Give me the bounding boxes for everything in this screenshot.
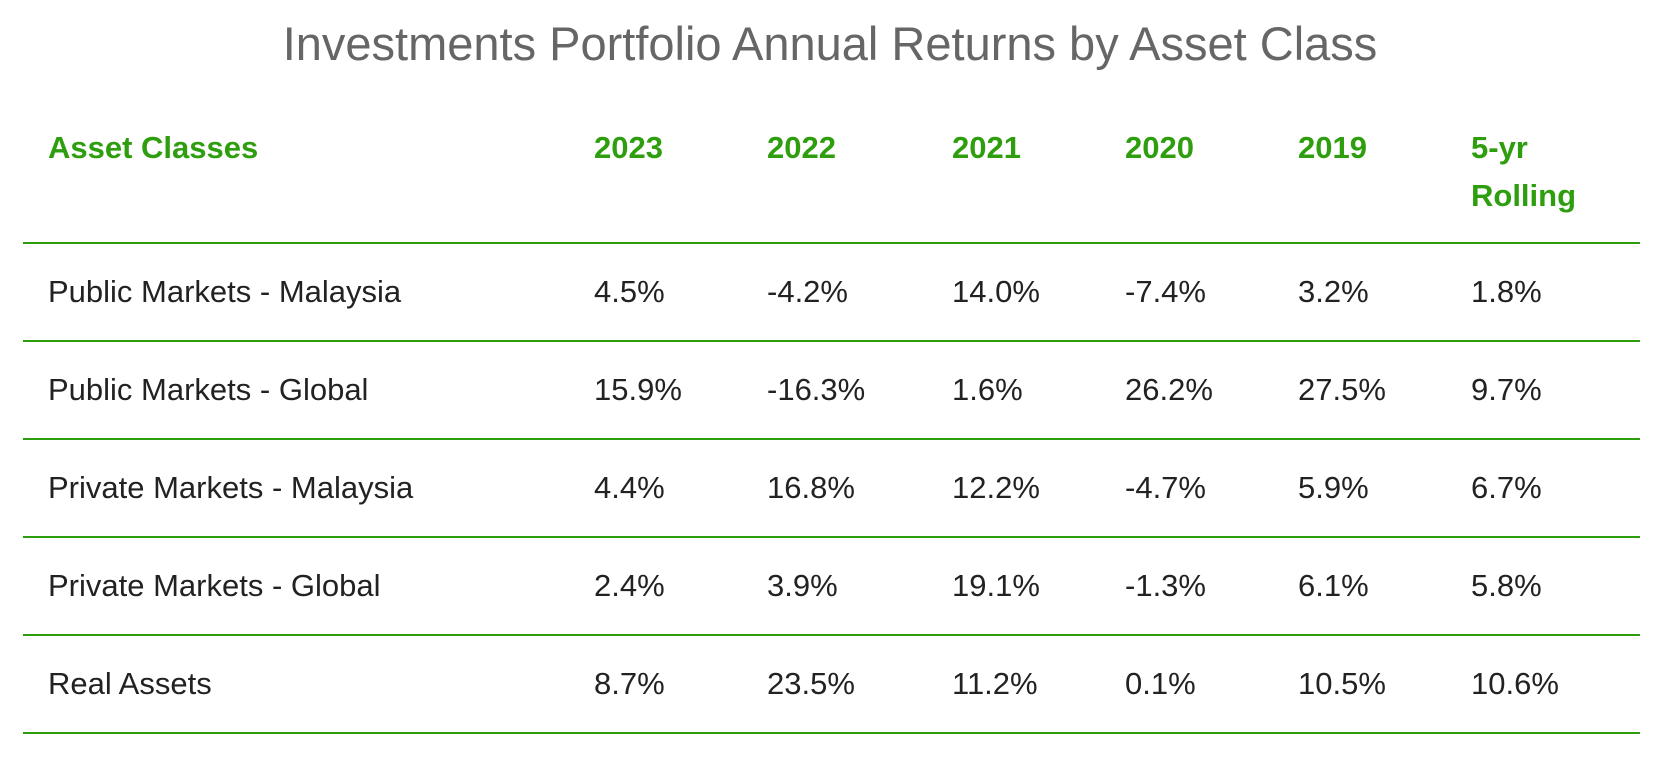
table-cell: 27.5% — [1298, 372, 1386, 407]
column-header-2020: 2020 — [1125, 130, 1194, 165]
table-cell: -4.2% — [767, 274, 848, 309]
table-cell: 3.2% — [1298, 274, 1369, 309]
row-label: Private Markets - Malaysia — [48, 470, 414, 505]
returns-table: Asset Classes 2023 2022 2021 2020 2019 5… — [23, 120, 1640, 734]
column-header-2023: 2023 — [594, 130, 663, 165]
table-row: Private Markets - Global 2.4% 3.9% 19.1%… — [23, 538, 1640, 636]
table-cell: 1.6% — [952, 372, 1023, 407]
table-row: Private Markets - Malaysia 4.4% 16.8% 12… — [23, 440, 1640, 538]
column-header-2022: 2022 — [767, 130, 836, 165]
table-cell: 14.0% — [952, 274, 1040, 309]
table-cell: 1.8% — [1471, 274, 1542, 309]
table-cell: 19.1% — [952, 568, 1040, 603]
row-label: Private Markets - Global — [48, 568, 381, 603]
table-cell: -1.3% — [1125, 568, 1206, 603]
table-cell: 3.9% — [767, 568, 838, 603]
table-cell: 9.7% — [1471, 372, 1542, 407]
table-cell: 15.9% — [594, 372, 682, 407]
table-cell: 5.9% — [1298, 470, 1369, 505]
table-cell: 0.1% — [1125, 666, 1196, 701]
table-cell: 23.5% — [767, 666, 855, 701]
chart-title: Investments Portfolio Annual Returns by … — [282, 17, 1378, 70]
table-cell: 10.5% — [1298, 666, 1386, 701]
column-header-5yr-rolling: 5-yr Rolling — [1471, 130, 1577, 213]
table-cell: 4.4% — [594, 470, 665, 505]
table-cell: 16.8% — [767, 470, 855, 505]
column-header-2019: 2019 — [1298, 130, 1367, 165]
row-label: Public Markets - Malaysia — [48, 274, 402, 309]
table-cell: 12.2% — [952, 470, 1040, 505]
table-cell: 6.7% — [1471, 470, 1542, 505]
table-cell: 5.8% — [1471, 568, 1542, 603]
table-row: Public Markets - Global 15.9% -16.3% 1.6… — [23, 342, 1640, 440]
table-cell: 4.5% — [594, 274, 665, 309]
table-row: Real Assets 8.7% 23.5% 11.2% 0.1% 10.5% … — [23, 636, 1640, 734]
table-cell: 10.6% — [1471, 666, 1559, 701]
table-cell: -4.7% — [1125, 470, 1206, 505]
table-cell: 26.2% — [1125, 372, 1213, 407]
table-cell: 11.2% — [952, 666, 1038, 701]
row-label: Public Markets - Global — [48, 372, 369, 407]
table-cell: 8.7% — [594, 666, 665, 701]
table-cell: -7.4% — [1125, 274, 1206, 309]
column-header-asset-classes: Asset Classes — [48, 130, 259, 165]
table-cell: 6.1% — [1298, 568, 1369, 603]
row-label: Real Assets — [48, 666, 212, 701]
table-row: Public Markets - Malaysia 4.5% -4.2% 14.… — [23, 244, 1640, 342]
column-header-2021: 2021 — [952, 130, 1021, 165]
table-cell: 2.4% — [594, 568, 665, 603]
table-cell: -16.3% — [767, 372, 866, 407]
table-header-row: Asset Classes 2023 2022 2021 2020 2019 5… — [23, 120, 1640, 244]
